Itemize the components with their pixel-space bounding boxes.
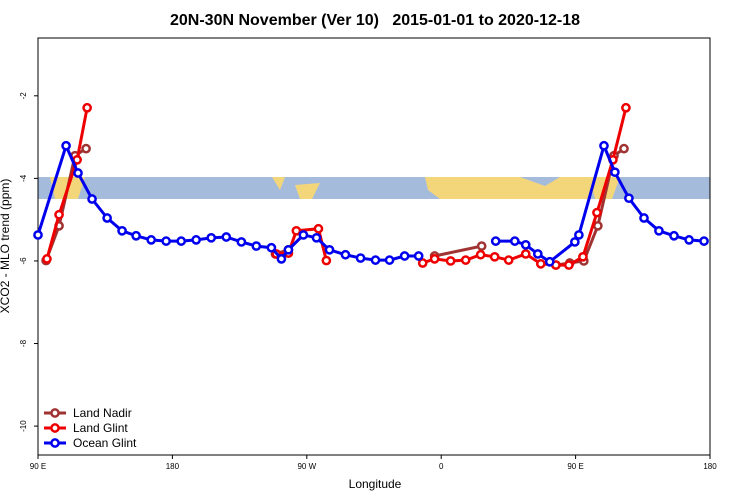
data-point <box>313 223 324 234</box>
data-point <box>490 236 501 246</box>
data-point <box>161 236 171 246</box>
data-point <box>399 251 410 261</box>
data-point <box>87 194 97 204</box>
plot-frame <box>37 37 711 456</box>
x-tick-label: 90 E <box>30 462 46 471</box>
data-point <box>33 230 43 240</box>
data-point <box>54 209 64 220</box>
data-point <box>654 225 664 236</box>
data-point <box>276 254 287 264</box>
data-point <box>509 236 520 246</box>
data-point <box>610 167 620 178</box>
data-point <box>593 221 603 231</box>
x-tick-label: 90 E <box>567 462 583 471</box>
legend-marker <box>50 423 60 433</box>
data-point <box>489 251 500 262</box>
data-point <box>117 225 127 236</box>
data-point <box>191 235 201 245</box>
data-point <box>564 260 574 270</box>
data-point <box>619 143 629 154</box>
data-point <box>206 232 217 243</box>
y-tick-label: -2 <box>19 92 28 100</box>
data-point <box>384 255 395 265</box>
data-point <box>475 249 486 260</box>
legend-marker <box>50 408 60 418</box>
data-point <box>578 251 588 262</box>
data-point <box>639 213 649 223</box>
chart-title: 20N-30N November (Ver 10) 2015-01-01 to … <box>170 12 580 29</box>
data-point <box>599 140 609 151</box>
data-point <box>324 244 335 255</box>
data-point <box>146 235 157 245</box>
legend-label: Land Glint <box>73 421 128 435</box>
y-axis-label: XCO2 - MLO trend (ppm) <box>0 179 12 314</box>
x-tick-label: 180 <box>166 462 180 471</box>
data-point <box>574 230 584 240</box>
data-point <box>699 236 709 246</box>
x-tick-label: 0 <box>439 462 444 471</box>
y-tick-label: -10 <box>19 420 28 432</box>
data-point <box>355 253 366 263</box>
data-point <box>81 143 91 154</box>
y-tick-label: -4 <box>19 174 28 182</box>
data-point <box>298 230 309 240</box>
data-point <box>176 236 187 246</box>
data-point <box>321 255 332 266</box>
data-point <box>291 225 302 236</box>
data-point <box>460 255 471 265</box>
data-point <box>535 258 546 269</box>
data-point <box>532 249 543 259</box>
data-point <box>61 140 71 151</box>
data-point <box>624 193 634 204</box>
y-tick-label: -6 <box>19 257 28 265</box>
legend-label: Land Nadir <box>73 406 132 420</box>
data-point <box>283 244 294 255</box>
data-point <box>311 232 322 243</box>
data-point <box>102 213 112 223</box>
data-point <box>503 255 514 265</box>
legend-label: Ocean Glint <box>73 436 137 450</box>
data-point <box>82 102 92 113</box>
series-line <box>44 147 625 267</box>
x-tick-label: 180 <box>703 462 717 471</box>
data-point <box>684 235 694 245</box>
data-point <box>221 232 232 242</box>
data-point <box>445 256 456 266</box>
data-point <box>669 230 679 241</box>
y-tick-label: -8 <box>19 339 28 347</box>
data-point <box>236 237 247 247</box>
data-point <box>621 102 631 113</box>
x-axis-label: Longitude <box>349 477 402 491</box>
data-point <box>544 256 555 267</box>
data-point <box>520 249 531 259</box>
data-point <box>476 241 487 251</box>
data-point <box>266 242 277 253</box>
data-point <box>592 207 602 218</box>
data-point <box>413 251 424 261</box>
data-point <box>570 237 580 247</box>
data-point <box>42 254 52 264</box>
map-strip <box>38 177 710 199</box>
data-point <box>429 254 440 264</box>
data-point <box>370 255 381 265</box>
x-tick-label: 90 W <box>297 462 316 471</box>
data-point <box>340 249 351 260</box>
data-point <box>131 230 141 241</box>
data-point <box>520 239 531 250</box>
data-point <box>251 241 262 251</box>
data-point <box>73 168 83 178</box>
legend-marker <box>50 438 60 448</box>
data-point <box>417 258 428 268</box>
